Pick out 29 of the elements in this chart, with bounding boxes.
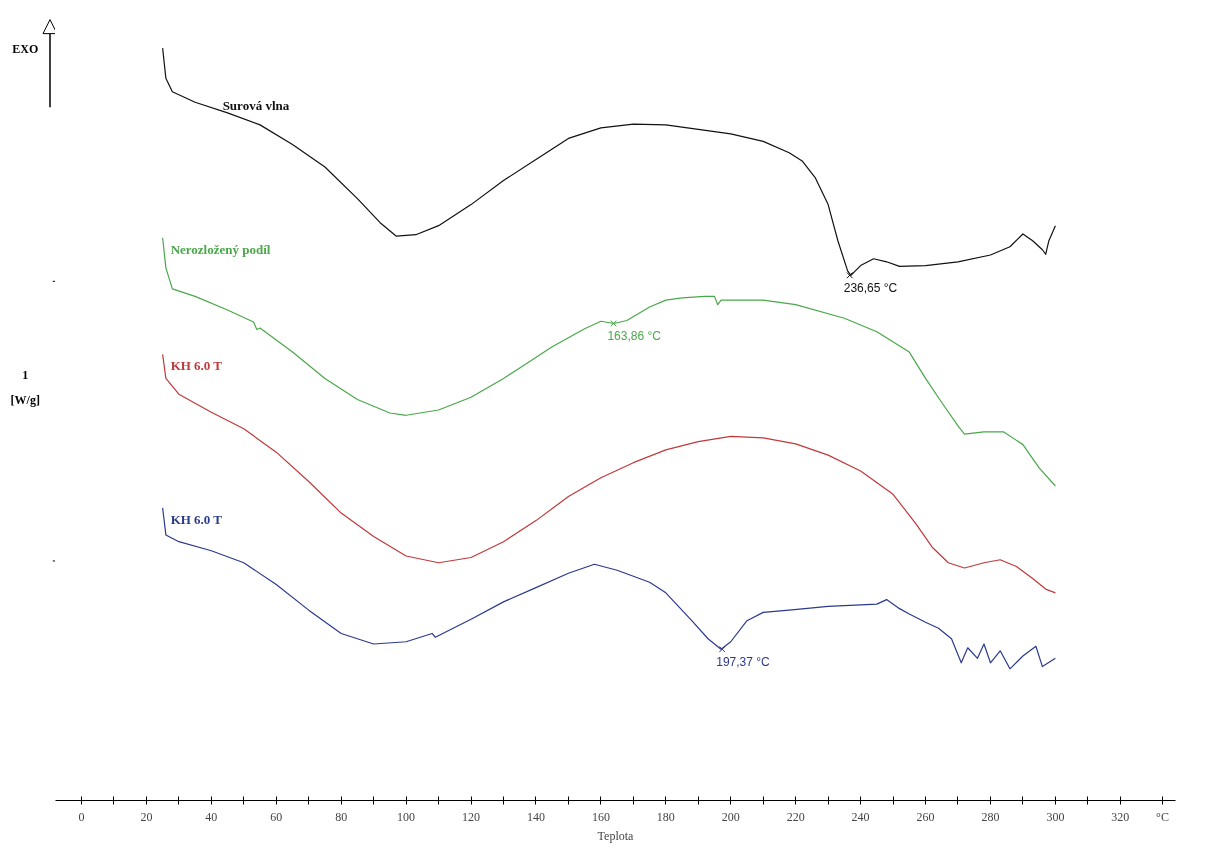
x-tick-label: 120: [462, 809, 481, 824]
x-tick-label: 180: [656, 809, 675, 824]
x-tick-label: 140: [526, 809, 545, 824]
x-tick-label: 220: [786, 809, 805, 824]
series-label: KH 6.0 T: [170, 358, 223, 374]
series-label: Nerozložený podíl: [170, 241, 271, 257]
x-tick-label: 160: [591, 809, 610, 824]
text: [W/g]: [10, 392, 40, 407]
text: 1: [22, 368, 29, 383]
x-tick-label: 320: [1111, 809, 1130, 824]
x-tick-label: 200: [721, 809, 740, 824]
text: EXO: [12, 42, 39, 57]
x-tick-label: 100: [397, 809, 416, 824]
x-tick-label: 300: [1046, 809, 1065, 824]
series-label: KH 6.0 T: [170, 511, 223, 527]
x-tick-label: °C: [1156, 809, 1169, 824]
x-tick-label: 40: [205, 809, 218, 824]
x-tick-label: 20: [140, 809, 153, 824]
series-label: Surová vlna: [222, 98, 290, 114]
x-tick-label: 80: [335, 809, 348, 824]
annotation: 197,37 °C: [716, 655, 771, 670]
x-tick-label: 60: [270, 809, 283, 824]
annotation: 236,65 °C: [843, 281, 898, 296]
x-axis-title: Teplota: [597, 828, 635, 843]
annotation: 163,86 °C: [607, 329, 662, 344]
x-tick-label: 260: [916, 809, 935, 824]
x-tick-label: 280: [981, 809, 1000, 824]
x-tick-label: 0: [78, 809, 85, 824]
x-tick-label: 240: [851, 809, 870, 824]
